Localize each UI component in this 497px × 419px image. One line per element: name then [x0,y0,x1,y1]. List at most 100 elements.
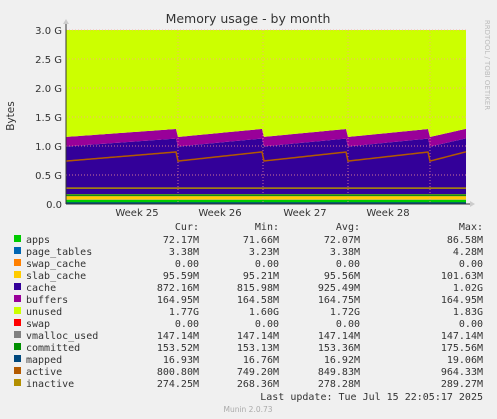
legend-value-max: 101.63M [441,271,483,282]
legend-series-name: active [26,367,62,378]
legend-series-name: committed [26,343,80,354]
legend-swatch [14,259,21,266]
y-tick-label: 2.0 G [35,84,62,95]
legend-series-name: buffers [26,295,68,306]
legend-swatch [14,331,21,338]
legend-value-min: 3.23M [249,247,279,258]
legend: Cur: Min: Avg: Max: apps 72.17M 71.66M 72.07M 86… [14,222,483,390]
legend-series-name: cache [26,283,56,294]
legend-value-avg: 278.28M [318,379,360,390]
legend-value-min: 1.60G [249,307,279,318]
legend-header: Cur: [175,222,199,233]
legend-value-avg: 95.56M [324,271,360,282]
legend-swatch [14,355,21,362]
legend-swatch [14,307,21,314]
legend-value-cur: 95.59M [163,271,199,282]
legend-value-max: 964.33M [441,367,483,378]
legend-value-cur: 1.77G [169,307,199,318]
legend-header: Max: [459,222,483,233]
x-tick-label: Week 26 [198,208,241,219]
legend-swatch [14,379,21,386]
y-tick-label: 3.0 G [35,26,62,37]
legend-value-min: 164.58M [237,295,279,306]
area-buffers [66,128,466,147]
legend-value-max: 4.28M [453,247,483,258]
area-cache [66,138,466,195]
legend-value-min: 71.66M [243,235,279,246]
x-tick-label: Week 25 [115,208,158,219]
legend-value-avg: 849.83M [318,367,360,378]
legend-value-avg: 0.00 [336,259,360,270]
legend-value-avg: 147.14M [318,331,360,342]
legend-value-max: 0.00 [459,319,483,330]
legend-series-name: slab_cache [26,271,86,282]
legend-series-name: vmalloc_used [26,331,98,342]
line-active [65,151,467,163]
legend-value-max: 1.83G [453,307,483,318]
legend-value-max: 147.14M [441,331,483,342]
legend-value-cur: 274.25M [157,379,199,390]
legend-swatch [14,319,21,326]
legend-value-min: 16.76M [243,355,279,366]
legend-value-cur: 0.00 [175,319,199,330]
legend-series-name: mapped [26,355,62,366]
y-tick-label: 0.0 [46,200,62,211]
y-axis: 0.0 0.5 G 1.0 G 1.5 G 2.0 G 2.5 G 3.0 G [35,26,62,211]
x-axis-arrow [470,201,475,207]
legend-value-cur: 800.80M [157,367,199,378]
legend-value-max: 164.95M [441,295,483,306]
legend-value-min: 815.98M [237,283,279,294]
legend-value-cur: 0.00 [175,259,199,270]
legend-value-avg: 0.00 [336,319,360,330]
legend-value-max: 19.06M [447,355,483,366]
legend-series-name: apps [26,235,50,246]
last-update: Last update: Tue Jul 15 22:05:17 2025 [260,392,483,403]
munin-version: Munin 2.0.73 [223,405,272,414]
legend-value-avg: 16.92M [324,355,360,366]
legend-series-name: swap [26,319,50,330]
legend-series-name: inactive [26,379,74,390]
chart-title: Memory usage - by month [166,11,331,26]
legend-value-max: 1.02G [453,283,483,294]
legend-value-avg: 3.38M [330,247,360,258]
legend-header: Min: [255,222,279,233]
legend-swatch [14,235,21,242]
y-tick-label: 1.0 G [35,142,62,153]
legend-value-cur: 164.95M [157,295,199,306]
y-tick-label: 0.5 G [35,171,62,182]
legend-series-name: page_tables [26,247,92,258]
legend-header: Avg: [336,222,360,233]
legend-value-min: 749.20M [237,367,279,378]
legend-value-min: 0.00 [255,319,279,330]
legend-value-min: 95.21M [243,271,279,282]
legend-value-max: 289.27M [441,379,483,390]
legend-value-cur: 72.17M [163,235,199,246]
y-tick-label: 2.5 G [35,55,62,66]
legend-value-min: 268.36M [237,379,279,390]
legend-value-cur: 147.14M [157,331,199,342]
legend-series-name: unused [26,307,62,318]
x-tick-label: Week 28 [366,208,409,219]
y-axis-label: Bytes [5,101,17,130]
legend-value-avg: 1.72G [330,307,360,318]
legend-swatch [14,295,21,302]
legend-series-name: swap_cache [26,259,86,270]
legend-value-cur: 153.52M [157,343,199,354]
legend-value-max: 175.56M [441,343,483,354]
legend-value-max: 86.58M [447,235,483,246]
legend-swatch [14,247,21,254]
legend-value-max: 0.00 [459,259,483,270]
y-tick-label: 1.5 G [35,113,62,124]
y-axis-arrow [63,19,69,24]
legend-value-min: 147.14M [237,331,279,342]
legend-value-avg: 925.49M [318,283,360,294]
legend-value-avg: 72.07M [324,235,360,246]
legend-value-avg: 153.36M [318,343,360,354]
legend-swatch [14,283,21,290]
legend-swatch [14,367,21,374]
legend-swatch [14,271,21,278]
legend-value-cur: 872.16M [157,283,199,294]
rrdtool-credit: RRDTOOL / TOBI OETIKER [483,20,491,110]
legend-value-min: 153.13M [237,343,279,354]
